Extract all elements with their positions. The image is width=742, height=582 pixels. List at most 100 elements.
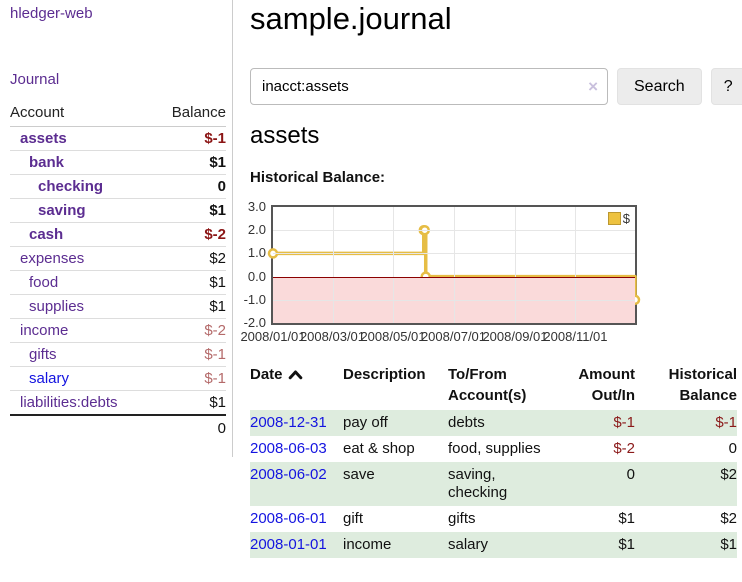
account-link[interactable]: gifts [29, 346, 57, 363]
y-axis-tick-label: 2.0 [247, 222, 266, 238]
account-balance: 0 [153, 174, 226, 199]
chart-vertical-gridline [453, 207, 455, 323]
chart-horizontal-gridline [273, 253, 635, 255]
account-link[interactable]: cash [29, 226, 64, 243]
account-link[interactable]: checking [38, 178, 104, 195]
y-axis-tick-label: -1.0 [243, 291, 266, 307]
sidebar-item-journal[interactable]: Journal [10, 71, 60, 88]
register-header-accounts: To/From Account(s) [448, 366, 527, 404]
register-row: 2008-06-01 gift gifts $1 $2 [250, 506, 737, 532]
account-balance: $-1 [204, 130, 226, 147]
transaction-date-link[interactable]: 2008-06-03 [250, 440, 327, 457]
app-title-link[interactable]: hledger-web [10, 5, 93, 22]
chart-vertical-gridline [332, 207, 334, 323]
register-header-date[interactable]: Date [250, 360, 343, 410]
x-axis-tick-label: 2008/05/01 [360, 329, 426, 344]
transaction-description: income [343, 536, 392, 553]
x-axis-tick-label: 2008/09/01 [482, 329, 548, 344]
transaction-balance: $-1 [715, 414, 737, 431]
account-balance: $-2 [153, 318, 226, 343]
account-row: food $1 [10, 270, 226, 295]
transaction-amount: 0 [626, 466, 635, 483]
sort-ascending-icon [288, 365, 303, 386]
account-row: supplies $1 [10, 294, 226, 319]
account-balance: $2 [153, 246, 226, 271]
transaction-amount: $1 [618, 510, 635, 527]
transaction-balance: $1 [720, 536, 737, 553]
x-axis-tick-label: 2008/01/01 [240, 329, 306, 344]
account-link[interactable]: bank [29, 154, 65, 171]
chart-horizontal-gridline [273, 230, 635, 232]
clear-search-icon[interactable]: × [588, 77, 598, 96]
search-button[interactable]: Search [617, 68, 702, 105]
accounts-total-row: 0 [10, 414, 226, 441]
register-table: Date Description To/From Account(s) Amou… [250, 360, 737, 558]
account-link[interactable]: liabilities:debts [20, 394, 118, 411]
main-content: sample.journal × Search ? assets Histori… [240, 0, 742, 582]
chart-horizontal-gridline [273, 299, 635, 301]
transaction-amount: $-1 [613, 414, 635, 431]
account-balance: $1 [153, 294, 226, 319]
search-input[interactable] [260, 77, 589, 96]
account-link[interactable]: salary [29, 370, 70, 387]
accounts-table: Account Balance assets $-1 bank $1 check… [10, 100, 226, 441]
account-link[interactable]: assets [20, 130, 67, 147]
account-balance: $1 [153, 150, 226, 175]
transaction-date-link[interactable]: 2008-06-02 [250, 466, 327, 483]
search-form: × Search ? [250, 68, 742, 105]
x-axis-tick-label: 2008/11/01 [543, 329, 608, 344]
transaction-description: eat & shop [343, 440, 415, 457]
account-row: liabilities:debts $1 [10, 390, 226, 415]
transaction-date-link[interactable]: 2008-01-01 [250, 536, 327, 553]
accounts-header-balance: Balance [153, 100, 226, 127]
account-balance: $-1 [153, 342, 226, 367]
sidebar: hledger-web Journal Account Balance asse… [0, 0, 233, 457]
chart-title: Historical Balance: [250, 169, 386, 186]
x-axis-tick-label: 2008/03/01 [299, 329, 366, 344]
transaction-amount: $-2 [613, 440, 635, 457]
y-axis-tick-label: -2.0 [243, 315, 266, 330]
account-link[interactable]: supplies [29, 298, 85, 315]
chart-vertical-gridline [514, 207, 516, 323]
chart-zero-line [273, 276, 635, 278]
account-balance: $-2 [153, 222, 226, 247]
transaction-date-link[interactable]: 2008-12-31 [250, 414, 327, 431]
transaction-accounts: saving, checking [448, 466, 508, 501]
account-balance: $1 [153, 390, 226, 415]
transaction-description: gift [343, 510, 364, 527]
account-row: cash $-2 [10, 222, 226, 247]
transaction-accounts: gifts [448, 510, 476, 527]
transaction-description: pay off [343, 414, 388, 431]
register-row: 2008-06-03 eat & shop food, supplies $-2… [250, 436, 737, 462]
chart-vertical-gridline [393, 207, 394, 323]
accounts-total-value: 0 [153, 414, 226, 441]
transaction-balance: $2 [720, 466, 737, 483]
account-row: salary $-1 [10, 366, 226, 391]
transaction-description: save [343, 466, 375, 483]
register-row: 2008-06-02 save saving, checking 0 $2 [250, 462, 737, 506]
transaction-balance: $2 [720, 510, 737, 527]
help-button[interactable]: ? [710, 68, 742, 105]
account-balance: $1 [153, 270, 226, 295]
historical-balance-chart: $ 2008/01/01 2008/03/01 2008/05/01 2008/07/… [240, 196, 742, 354]
account-row: checking 0 [10, 174, 226, 199]
account-row: assets $-1 [10, 127, 226, 151]
y-axis-tick-label: 0.0 [247, 268, 266, 284]
register-header-description: Description [343, 366, 426, 383]
chart-legend: $ [605, 210, 632, 227]
chart-vertical-gridline [575, 207, 577, 323]
chart-plot-area: $ [267, 205, 641, 325]
account-link[interactable]: expenses [20, 250, 85, 267]
account-heading: assets [250, 122, 320, 149]
account-link[interactable]: income [20, 322, 69, 339]
legend-swatch-icon [607, 212, 621, 225]
account-row: saving $1 [10, 198, 226, 223]
register-header-amount: Amount Out/In [578, 366, 635, 404]
account-row: income $-2 [10, 318, 226, 343]
account-link[interactable]: saving [38, 202, 86, 219]
transaction-accounts: salary [448, 536, 489, 553]
transaction-date-link[interactable]: 2008-06-01 [250, 510, 327, 527]
account-link[interactable]: food [29, 274, 59, 291]
x-axis-tick-label: 2008/07/01 [420, 329, 487, 344]
account-row: gifts $-1 [10, 342, 226, 367]
